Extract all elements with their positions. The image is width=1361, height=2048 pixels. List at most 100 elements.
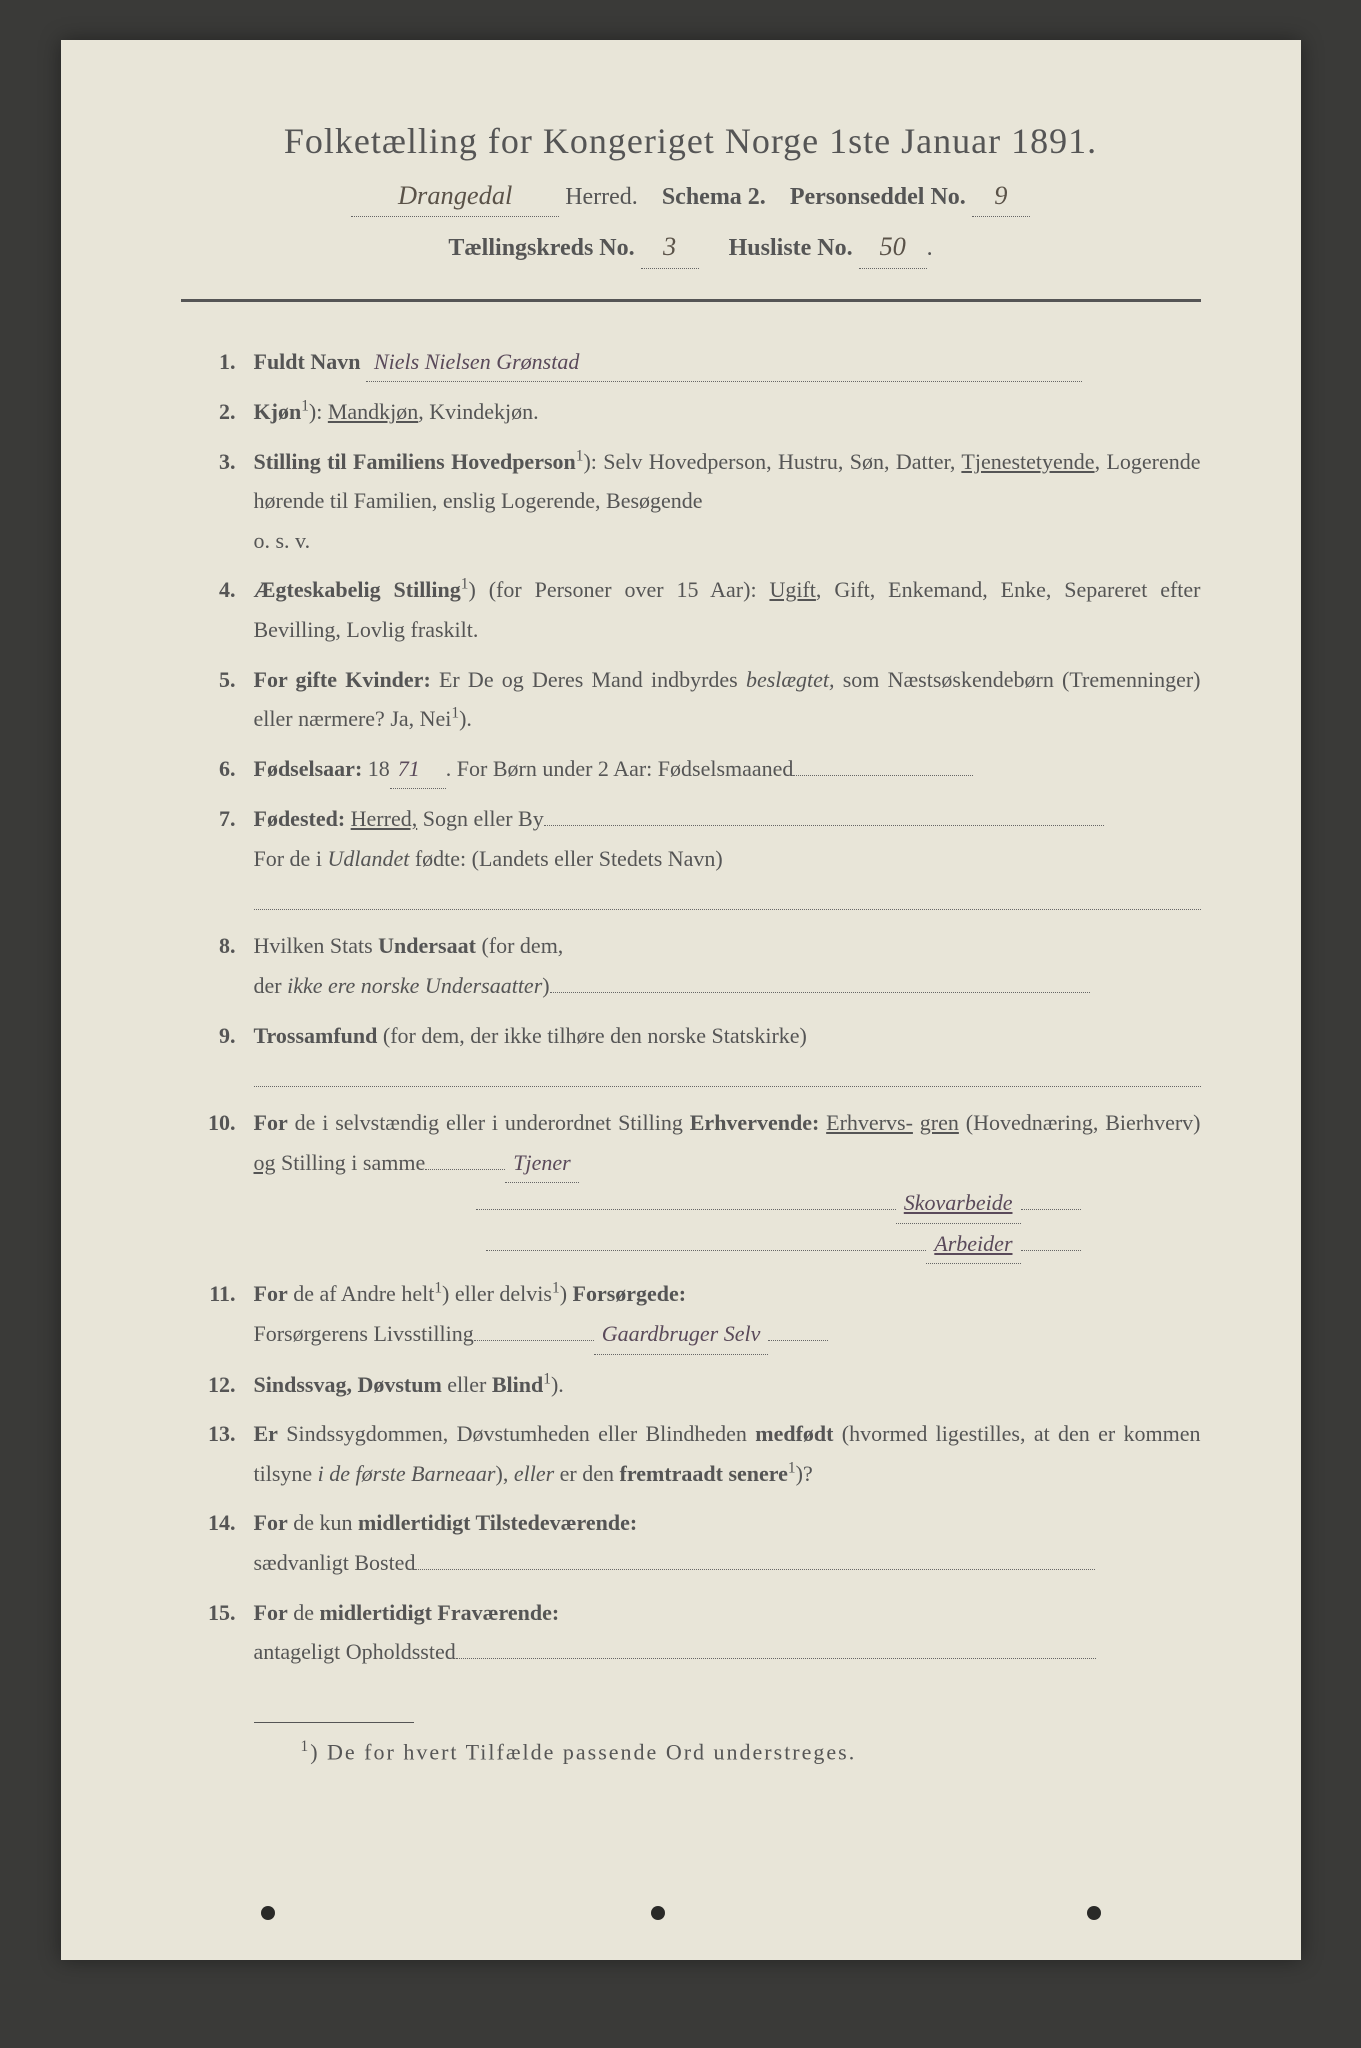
item-3-selected: Tjenestetyende (961, 449, 1094, 474)
footnote-rule (254, 1722, 414, 1723)
item-4: 4. Ægteskabelig Stilling1) (for Personer… (181, 570, 1201, 649)
item-15-body: For de midlertidigt Fraværende: antageli… (254, 1593, 1201, 1672)
header-rule (181, 299, 1201, 302)
item-10-body: For de i selvstændig eller i underordnet… (254, 1103, 1201, 1264)
item-10-label: Erhvervende: (690, 1110, 820, 1135)
item-2-body: Kjøn1): Mandkjøn, Kvindekjøn. (254, 392, 1201, 432)
herred-label: Herred. (565, 184, 638, 210)
item-7-selected: Herred, (351, 806, 418, 831)
item-11-hw: Gaardbruger Selv (594, 1314, 769, 1355)
item-4-label: Ægteskabelig Stilling (254, 577, 461, 602)
item-12: 12. Sindssvag, Døvstum eller Blind1). (181, 1365, 1201, 1405)
item-2-label: Kjøn (254, 399, 302, 424)
item-7-blank (254, 879, 1201, 911)
tkreds-label: Tællingskreds No. (448, 235, 634, 261)
item-1-value: Niels Nielsen Grønstad (366, 342, 1082, 383)
item-10: 10. For de i selvstændig eller i underor… (181, 1103, 1201, 1264)
item-15-line2: antageligt Opholdssted (254, 1632, 1201, 1672)
item-8-body: Hvilken Stats Undersaat (for dem, der ik… (254, 926, 1201, 1005)
item-5-num: 5. (181, 660, 254, 739)
header-line-1: Drangedal Herred. Schema 2. Personseddel… (181, 174, 1201, 217)
item-2-sup: 1 (301, 398, 309, 415)
item-1: 1. Fuldt Navn Niels Nielsen Grønstad (181, 342, 1201, 383)
item-11-line2: Forsørgerens LivsstillingGaardbruger Sel… (254, 1314, 1201, 1355)
item-14-label: midlertidigt Tilstedeværende: (358, 1510, 637, 1535)
item-12-label: Sindssvag, Døvstum (254, 1372, 442, 1397)
item-1-body: Fuldt Navn Niels Nielsen Grønstad (254, 342, 1201, 383)
item-12-num: 12. (181, 1365, 254, 1405)
item-15-label: midlertidigt Fraværende: (319, 1600, 559, 1625)
item-7: 7. Fødested: Herred, Sogn eller By For d… (181, 799, 1201, 916)
binding-hole-icon (1087, 1906, 1101, 1920)
item-11-label: Forsørgede: (573, 1281, 687, 1306)
item-2-mandkjon: Mandkjøn (328, 399, 418, 424)
personseddel-no: 9 (972, 174, 1030, 217)
item-1-label: Fuldt Navn (254, 349, 361, 374)
item-14-num: 14. (181, 1503, 254, 1582)
item-10-hw2: Skovarbeide (896, 1183, 1021, 1224)
item-13: 13. Er Sindssygdommen, Døvstumheden elle… (181, 1414, 1201, 1493)
item-6-body: Fødselsaar: 1871. For Børn under 2 Aar: … (254, 749, 1201, 790)
footnote-sup: 1 (301, 1738, 311, 1755)
item-11-body: For de af Andre helt1) eller delvis1) Fo… (254, 1274, 1201, 1354)
item-5-body: For gifte Kvinder: Er De og Deres Mand i… (254, 660, 1201, 739)
item-11: 11. For de af Andre helt1) eller delvis1… (181, 1274, 1201, 1354)
item-15-num: 15. (181, 1593, 254, 1672)
item-2: 2. Kjøn1): Mandkjøn, Kvindekjøn. (181, 392, 1201, 432)
header-line-2: Tællingskreds No. 3 Husliste No. 50. (181, 225, 1201, 268)
item-5: 5. For gifte Kvinder: Er De og Deres Man… (181, 660, 1201, 739)
item-2-num: 2. (181, 392, 254, 432)
item-10-hw3: Arbeider (926, 1224, 1020, 1265)
item-10-hw1: Tjener (505, 1143, 578, 1184)
item-1-num: 1. (181, 342, 254, 383)
item-7-line2: For de i Udlandet fødte: (Landets eller … (254, 839, 1201, 879)
item-14-body: For de kun midlertidigt Tilstedeværende:… (254, 1503, 1201, 1582)
husliste-no: 50 (859, 225, 927, 268)
item-10-hw-line3: Arbeider (254, 1224, 1201, 1265)
personseddel-label: Personseddel No. (790, 184, 966, 210)
item-9-num: 9. (181, 1016, 254, 1093)
item-8-num: 8. (181, 926, 254, 1005)
item-9: 9. Trossamfund (for dem, der ikke tilhør… (181, 1016, 1201, 1093)
footnote: 1) De for hvert Tilfælde passende Ord un… (181, 1738, 1201, 1765)
item-11-num: 11. (181, 1274, 254, 1354)
item-3-osv: o. s. v. (254, 521, 1201, 561)
item-6: 6. Fødselsaar: 1871. For Børn under 2 Aa… (181, 749, 1201, 790)
item-8: 8. Hvilken Stats Undersaat (for dem, der… (181, 926, 1201, 1005)
item-14-line2: sædvanligt Bosted (254, 1543, 1201, 1583)
item-3-label: Stilling til Familiens Hovedperson (254, 449, 576, 474)
item-15: 15. For de midlertidigt Fraværende: anta… (181, 1593, 1201, 1672)
item-2-kvindekjon: Kvindekjøn. (429, 399, 538, 424)
item-10-hw-line2: Skovarbeide (254, 1183, 1201, 1224)
census-form-page: Folketælling for Kongeriget Norge 1ste J… (61, 40, 1301, 1960)
item-3: 3. Stilling til Familiens Hovedperson1):… (181, 442, 1201, 561)
item-8-line2: der ikke ere norske Undersaatter) (254, 966, 1201, 1006)
item-6-label: Fødselsaar: (254, 756, 363, 781)
tkreds-no: 3 (641, 225, 699, 268)
item-13-num: 13. (181, 1414, 254, 1493)
item-6-year: 71 (390, 749, 446, 790)
item-7-num: 7. (181, 799, 254, 916)
item-4-body: Ægteskabelig Stilling1) (for Personer ov… (254, 570, 1201, 649)
binding-hole-icon (261, 1906, 275, 1920)
schema-label: Schema 2. (662, 184, 766, 210)
item-14: 14. For de kun midlertidigt Tilstedevære… (181, 1503, 1201, 1582)
item-9-label: Trossamfund (254, 1023, 378, 1048)
herred-value: Drangedal (351, 174, 559, 217)
form-title: Folketælling for Kongeriget Norge 1ste J… (181, 120, 1201, 162)
item-3-num: 3. (181, 442, 254, 561)
item-12-body: Sindssvag, Døvstum eller Blind1). (254, 1365, 1201, 1405)
item-8-label: Undersaat (378, 933, 476, 958)
item-13-label: medfødt (755, 1421, 833, 1446)
item-5-label: For gifte Kvinder: (254, 667, 431, 692)
item-7-label: Fødested: (254, 806, 346, 831)
item-7-body: Fødested: Herred, Sogn eller By For de i… (254, 799, 1201, 916)
item-9-body: Trossamfund (for dem, der ikke tilhøre d… (254, 1016, 1201, 1093)
item-6-month-blank (793, 775, 973, 776)
husliste-label: Husliste No. (729, 235, 853, 261)
item-9-blank (254, 1055, 1201, 1087)
binding-hole-icon (651, 1906, 665, 1920)
item-4-selected: Ugift (769, 577, 815, 602)
item-4-num: 4. (181, 570, 254, 649)
item-3-body: Stilling til Familiens Hovedperson1): Se… (254, 442, 1201, 561)
